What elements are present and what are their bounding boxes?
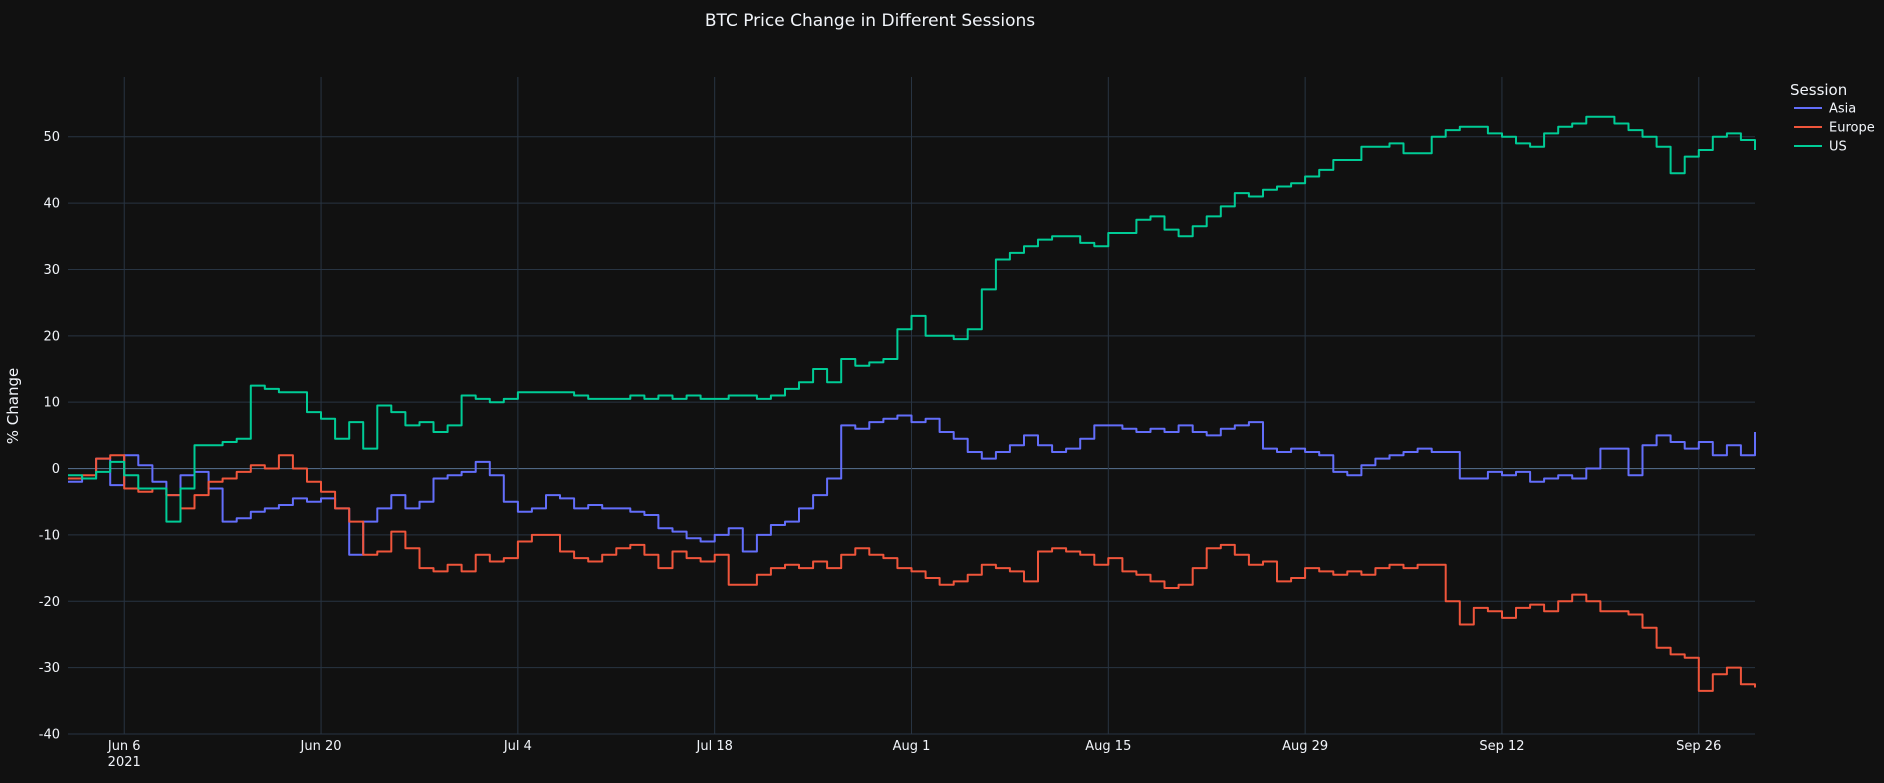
series-lines [68, 115, 1756, 692]
y-tick-label: -30 [39, 661, 60, 676]
y-tick-label: 50 [43, 130, 60, 145]
grid-lines [68, 77, 1755, 735]
y-tick-label: 40 [43, 197, 60, 212]
y-tick-label: 30 [43, 263, 60, 278]
x-tick-label: Sep 26 [1676, 739, 1721, 754]
y-tick-label: 0 [52, 462, 60, 477]
chart-title: BTC Price Change in Different Sessions [705, 11, 1035, 31]
legend-item-us[interactable]: US [1794, 140, 1847, 155]
x-tick-label: Aug 15 [1085, 739, 1131, 754]
x-tick-label: Jun 20 [300, 739, 342, 754]
x-tick-label: Jun 6 [107, 739, 141, 754]
x-tick-label: Aug 29 [1282, 739, 1328, 754]
x-tick-label: Aug 1 [893, 739, 931, 754]
y-tick-label: -20 [39, 595, 60, 610]
legend-label: Europe [1829, 121, 1875, 136]
legend-title: Session [1790, 81, 1847, 99]
x-tick-label: Jul 18 [696, 739, 733, 754]
x-tick-label: Jul 4 [503, 739, 532, 754]
legend[interactable]: Session Asia Europe US [1790, 81, 1875, 155]
legend-label: US [1829, 140, 1847, 155]
legend-label: Asia [1829, 102, 1856, 117]
legend-item-asia[interactable]: Asia [1794, 102, 1856, 117]
series-line-europe[interactable] [68, 454, 1756, 692]
y-tick-label: 10 [43, 396, 60, 411]
y-tick-label: -40 [39, 728, 60, 743]
x-tick-label: Sep 12 [1479, 739, 1524, 754]
y-axis-title: % Change [4, 368, 22, 444]
legend-item-europe[interactable]: Europe [1794, 121, 1875, 136]
y-tick-label: -10 [39, 528, 60, 543]
series-line-us[interactable] [68, 115, 1756, 523]
y-tick-label: 20 [43, 329, 60, 344]
x-tick-sublabel: 2021 [108, 755, 141, 770]
